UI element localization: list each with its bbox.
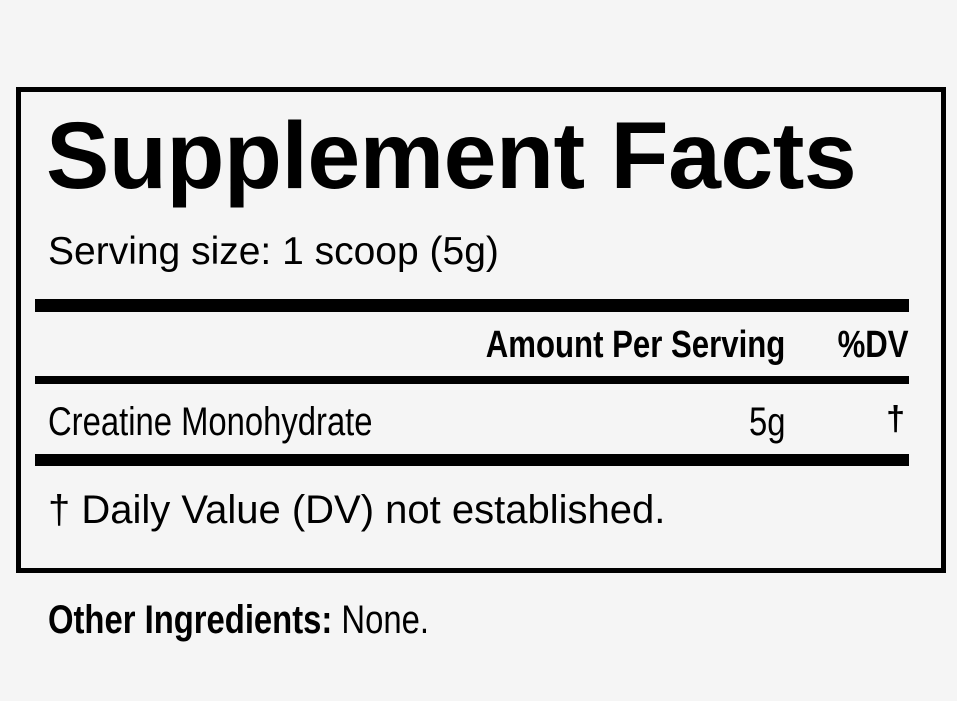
footnote: † Daily Value (DV) not established. xyxy=(48,488,666,532)
other-ingredients-label: Other Ingredients: xyxy=(48,598,333,642)
serving-size: Serving size: 1 scoop (5g) xyxy=(48,230,499,273)
divider-thick xyxy=(35,299,909,312)
header-amount: Amount Per Serving xyxy=(485,324,785,366)
ingredient-amount: 5g xyxy=(748,400,785,444)
other-ingredients: Other Ingredients: None. xyxy=(48,598,513,643)
panel-title: Supplement Facts xyxy=(46,103,857,209)
other-ingredients-value: None. xyxy=(341,598,429,642)
header-dv: %DV xyxy=(838,324,909,366)
divider-medium xyxy=(35,376,909,384)
ingredient-name: Creatine Monohydrate xyxy=(48,400,373,444)
ingredient-dv: † xyxy=(886,400,905,438)
divider-thick xyxy=(35,454,909,466)
supplement-facts-panel xyxy=(16,87,946,573)
